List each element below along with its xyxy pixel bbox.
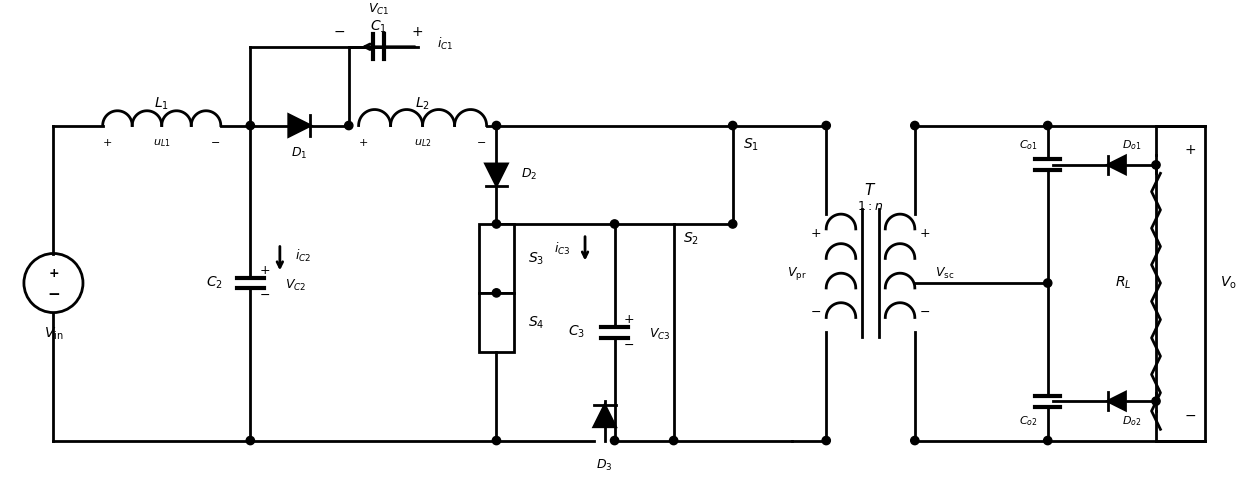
Text: $C_{o1}$: $C_{o1}$ — [1019, 138, 1038, 152]
Text: +: + — [48, 267, 58, 280]
Circle shape — [822, 436, 831, 445]
Text: $S_4$: $S_4$ — [528, 314, 544, 331]
Text: −: − — [260, 290, 270, 302]
Circle shape — [610, 220, 619, 228]
Text: $V_{\rm sc}$: $V_{\rm sc}$ — [935, 266, 954, 281]
Text: $V_{C1}$: $V_{C1}$ — [367, 2, 389, 17]
Text: $V_{C2}$: $V_{C2}$ — [285, 278, 306, 293]
Circle shape — [729, 121, 737, 130]
Polygon shape — [289, 115, 310, 136]
Text: +: + — [260, 264, 270, 277]
Polygon shape — [1107, 156, 1126, 174]
Text: $T$: $T$ — [864, 181, 877, 197]
Text: +: + — [920, 227, 930, 240]
Text: $V_{C3}$: $V_{C3}$ — [649, 327, 671, 342]
Bar — [479, 293, 513, 352]
Text: +: + — [624, 313, 635, 326]
Text: $S_1$: $S_1$ — [743, 137, 759, 153]
Text: $C_3$: $C_3$ — [568, 324, 585, 341]
Circle shape — [492, 289, 501, 297]
Text: −: − — [811, 306, 821, 319]
Circle shape — [1044, 279, 1052, 287]
Text: +: + — [358, 138, 368, 148]
Text: $u_{L1}$: $u_{L1}$ — [153, 137, 171, 149]
Text: −: − — [47, 288, 60, 302]
Text: −: − — [624, 339, 635, 352]
Text: −: − — [1184, 409, 1197, 423]
Circle shape — [492, 220, 501, 228]
Text: $S_2$: $S_2$ — [683, 230, 699, 247]
Text: $D_1$: $D_1$ — [291, 146, 308, 161]
Text: −: − — [211, 138, 221, 148]
Circle shape — [492, 121, 501, 130]
Polygon shape — [594, 405, 615, 427]
Text: −: − — [334, 25, 345, 39]
Text: $V_{\rm o}$: $V_{\rm o}$ — [1220, 275, 1236, 291]
Circle shape — [492, 436, 501, 445]
Text: $V_{\rm pr}$: $V_{\rm pr}$ — [787, 265, 806, 282]
Text: $L_2$: $L_2$ — [415, 96, 430, 112]
Text: $R_L$: $R_L$ — [1115, 275, 1131, 291]
Circle shape — [910, 436, 919, 445]
Text: $i_{C1}$: $i_{C1}$ — [438, 36, 454, 52]
Circle shape — [24, 254, 83, 313]
Text: $C_2$: $C_2$ — [206, 275, 223, 291]
Text: −: − — [477, 138, 486, 148]
Polygon shape — [486, 164, 507, 185]
Text: $D_3$: $D_3$ — [596, 457, 613, 473]
Text: $1:n$: $1:n$ — [858, 200, 884, 213]
Text: $D_{o1}$: $D_{o1}$ — [1121, 138, 1141, 152]
Text: $L_1$: $L_1$ — [154, 96, 169, 112]
Circle shape — [822, 121, 831, 130]
Circle shape — [1044, 121, 1052, 130]
Text: +: + — [811, 227, 821, 240]
Circle shape — [910, 121, 919, 130]
Circle shape — [1152, 161, 1161, 169]
Text: +: + — [1184, 143, 1197, 157]
Text: $i_{C3}$: $i_{C3}$ — [554, 240, 570, 257]
Text: $i_{C2}$: $i_{C2}$ — [295, 247, 311, 264]
Text: $D_2$: $D_2$ — [521, 167, 537, 182]
Circle shape — [1152, 397, 1161, 405]
Bar — [479, 224, 513, 293]
Circle shape — [729, 220, 737, 228]
Text: $C_{o2}$: $C_{o2}$ — [1019, 414, 1038, 428]
Circle shape — [670, 436, 678, 445]
Circle shape — [1044, 436, 1052, 445]
Polygon shape — [1107, 392, 1126, 410]
Circle shape — [247, 121, 254, 130]
Text: +: + — [412, 25, 424, 39]
Circle shape — [247, 436, 254, 445]
Text: −: − — [920, 306, 930, 319]
Text: $V_{\rm in}$: $V_{\rm in}$ — [43, 326, 63, 342]
Text: $S_3$: $S_3$ — [528, 250, 544, 267]
Text: $u_{L2}$: $u_{L2}$ — [414, 137, 432, 149]
Text: $C_1$: $C_1$ — [370, 19, 387, 35]
Circle shape — [345, 121, 353, 130]
Circle shape — [610, 436, 619, 445]
Text: $D_{o2}$: $D_{o2}$ — [1121, 414, 1141, 428]
Text: +: + — [103, 138, 113, 148]
